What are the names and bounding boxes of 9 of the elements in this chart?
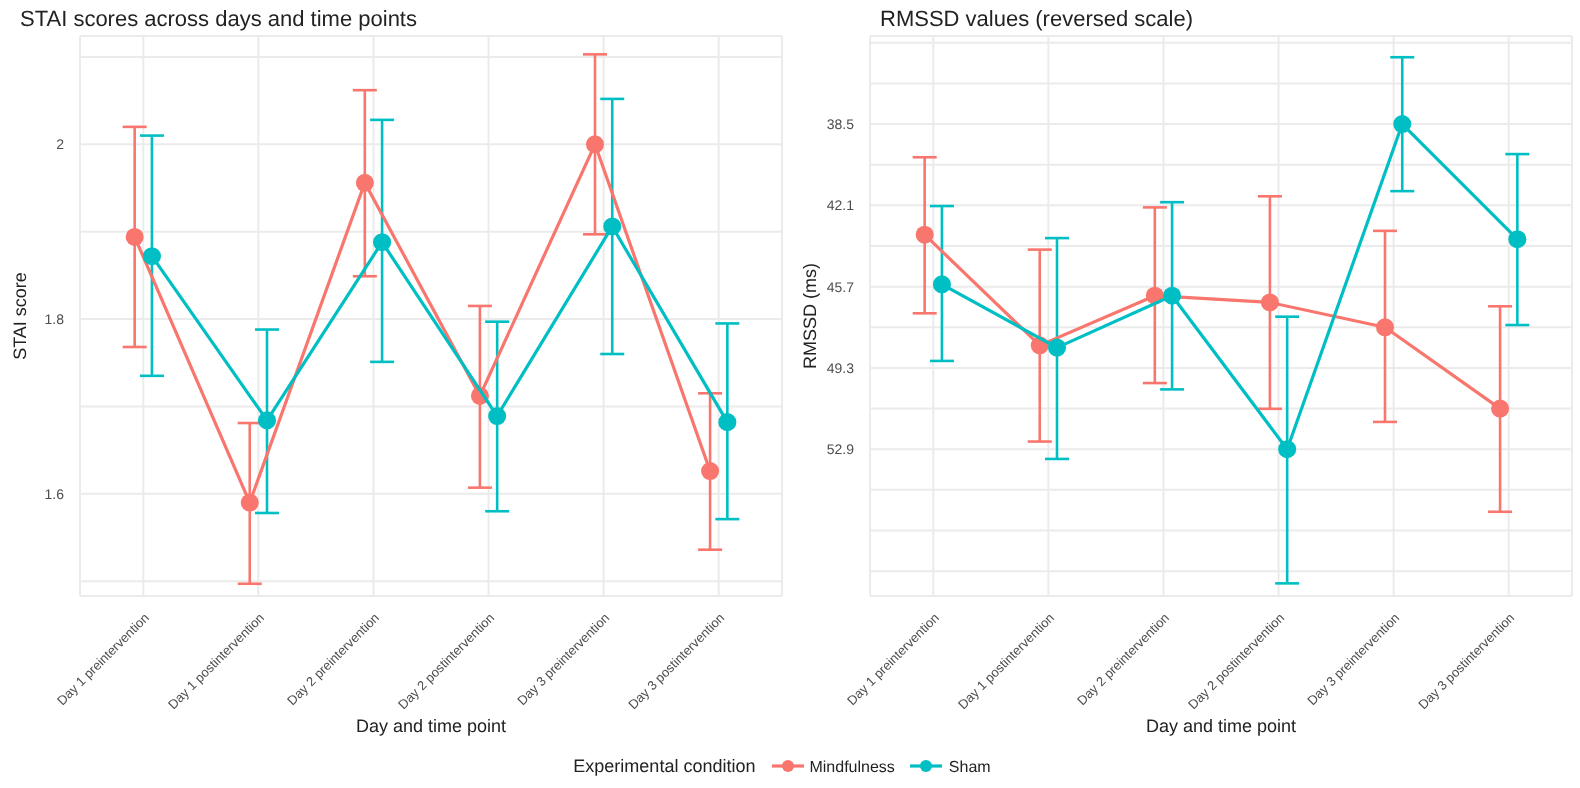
chart-title: STAI scores across days and time points	[20, 8, 417, 32]
legend-label: Sham	[948, 757, 991, 775]
y-axis-title: STAI score	[10, 272, 31, 360]
y-axis-title: RMSSD (ms)	[800, 263, 821, 369]
legend-title: Experimental condition	[573, 756, 756, 776]
chart-title: RMSSD values (reversed scale)	[880, 8, 1193, 32]
legend-label: Mindfulness	[809, 757, 895, 775]
x-axis-title: Day and time point	[1145, 716, 1298, 736]
x-axis-title: Day and time point	[355, 716, 508, 736]
